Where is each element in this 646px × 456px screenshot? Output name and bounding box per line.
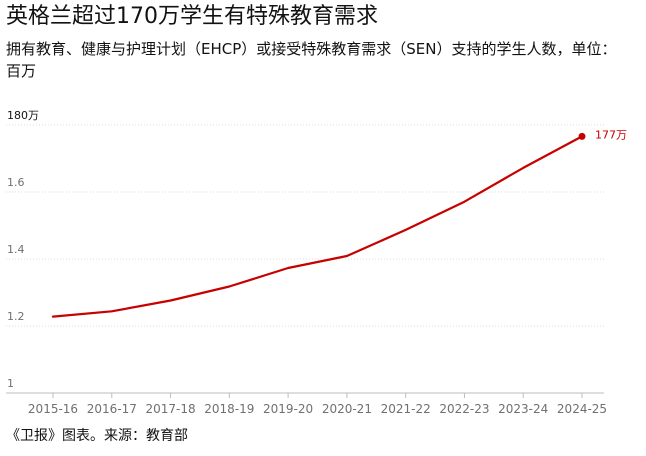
y-tick-label: 1.6 (7, 176, 25, 189)
x-tick-label: 2021-22 (381, 402, 431, 416)
series-line (51, 135, 584, 318)
end-value-label: 177万 (595, 128, 627, 141)
x-axis-ticks: 2015-16 2016-17 2017-18 2018-19 2019-20 2020-… (28, 393, 607, 416)
x-tick-label: 2022-23 (439, 402, 489, 416)
x-tick-label: 2016-17 (87, 402, 137, 416)
y-tick-label: 1 (7, 377, 14, 390)
series-layer: 177万 (51, 128, 627, 318)
end-point-marker (578, 132, 586, 140)
chart-subtitle: 拥有教育、健康与护理计划（EHCP）或接受特殊教育需求（SEN）支持的学生人数，… (6, 40, 617, 80)
chart-title: 英格兰超过170万学生有特殊教育需求 (6, 4, 378, 29)
source-note: 《卫报》图表。来源：教育部 (6, 428, 188, 444)
x-tick-label: 2023-24 (498, 402, 548, 416)
y-tick-label: 1.4 (7, 243, 25, 256)
x-tick-label: 2020-21 (322, 402, 372, 416)
x-tick-label: 2018-19 (204, 402, 254, 416)
x-tick-label: 2015-16 (28, 402, 78, 416)
x-tick-label: 2019-20 (263, 402, 313, 416)
x-tick-label: 2017-18 (145, 402, 195, 416)
y-axis-ticks: 1 1.2 1.4 1.6 180万 (7, 109, 39, 390)
y-tick-label: 1.2 (7, 310, 25, 323)
y-tick-label: 180万 (7, 109, 39, 122)
grid-lines (6, 124, 604, 394)
x-tick-label: 2024-25 (557, 402, 607, 416)
